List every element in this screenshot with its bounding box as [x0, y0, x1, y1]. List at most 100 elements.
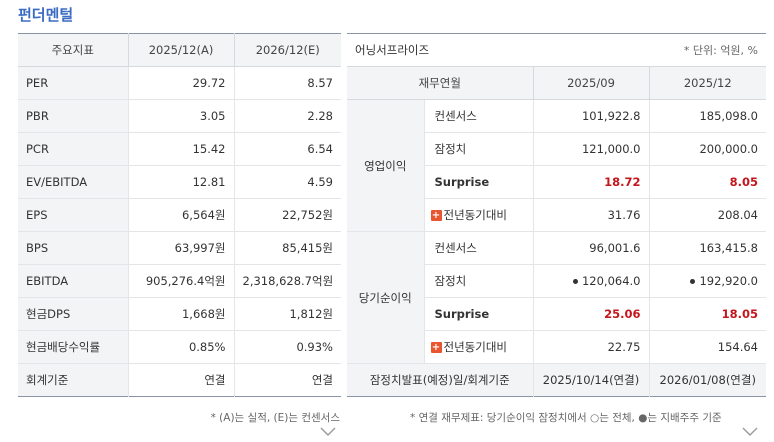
row-label: 현금DPS — [18, 297, 129, 331]
table-header-row: 재무연월 2025/09 2025/12 — [347, 66, 766, 100]
table-row: Surprise 18.72 8.05 — [347, 165, 766, 199]
table-row: 당기순이익 컨센서스 96,001.6 163,415.8 — [347, 231, 766, 364]
value-col2: 163,415.8 — [649, 231, 766, 265]
actual-value: 0.85% — [128, 330, 235, 364]
row-label: Surprise — [424, 297, 534, 331]
table-row: EV/EBITDA 12.81 4.59 — [18, 165, 341, 199]
row-label: Surprise — [424, 165, 534, 199]
table-row: PER 29.72 8.57 — [18, 66, 341, 100]
estimate-value: 0.93% — [234, 330, 341, 364]
value-col1: 31.76 — [533, 198, 650, 232]
group-label: 당기순이익 — [347, 231, 425, 364]
actual-value: 15.42 — [128, 132, 235, 166]
value-col2: 185,098.0 — [649, 99, 766, 133]
estimate-value: 6.54 — [234, 132, 341, 166]
footer-col2: 2026/01/08(연결) — [649, 363, 766, 397]
surprise-value: 18.72 — [533, 165, 650, 199]
table-row: EPS 6,564원 22,752원 — [18, 198, 341, 232]
estimate-value: 8.57 — [234, 66, 341, 100]
row-label: BPS — [18, 231, 129, 265]
plus-icon[interactable]: + — [430, 342, 442, 353]
row-label: 잠정치 — [424, 264, 534, 298]
actual-value: 29.72 — [128, 66, 235, 100]
value-col1: 121,000.0 — [533, 132, 650, 166]
actual-value: 63,997원 — [128, 231, 235, 265]
actual-value: 1,668원 — [128, 297, 235, 331]
estimate-value: 22,752원 — [234, 198, 341, 232]
footer-label: 잠정치발표(예정)일/회계기준 — [347, 363, 534, 397]
table-row: BPS 63,997원 85,415원 — [18, 231, 341, 265]
surprise-value: 8.05 — [649, 165, 766, 199]
surprise-value: 18.05 — [649, 297, 766, 331]
row-label: 컨센서스 — [424, 99, 534, 133]
table-row: PBR 3.05 2.28 — [18, 99, 341, 133]
value-col2: 200,000.0 — [649, 132, 766, 166]
value-col1: 101,922.8 — [533, 99, 650, 133]
row-label: PCR — [18, 132, 129, 166]
chevron-down-icon[interactable] — [320, 426, 336, 442]
value-col2: 208.04 — [649, 198, 766, 232]
actual-value: 6,564원 — [128, 198, 235, 232]
row-label: EBITDA — [18, 264, 129, 298]
table-row: 현금DPS 1,668원 1,812원 — [18, 297, 341, 331]
dot-icon — [572, 279, 578, 284]
fundamentals-table: 주요지표 2025/12(A) 2026/12(E) PER 29.72 8.57 … — [18, 33, 341, 397]
table-row: 잠정치 121,000.0 200,000.0 — [347, 132, 766, 166]
actual-value: 12.81 — [128, 165, 235, 199]
estimate-value: 1,812원 — [234, 297, 341, 331]
row-label: PER — [18, 66, 129, 100]
estimate-value: 연결 — [311, 373, 333, 387]
table-header-row: 주요지표 2025/12(A) 2026/12(E) — [18, 33, 341, 67]
table-caption: 어닝서프라이즈 — [355, 43, 430, 57]
header-col1: 2025/09 — [533, 66, 650, 100]
dot-icon — [690, 279, 696, 284]
table-row: + 전년동기대비 22.75 154.64 — [347, 330, 766, 364]
section-title: 펀더멘털 — [18, 6, 74, 24]
value-col1: 120,064.0 — [581, 274, 641, 288]
right-footnote: * 연결 재무제표: 당기순이익 잠정치에서 ○는 전체, ●는 지배주주 기준 — [410, 412, 722, 424]
group-label: 영업이익 — [347, 99, 425, 232]
value-col2: 192,920.0 — [699, 274, 758, 288]
table-caption-row: 어닝서프라이즈 * 단위: 억원, % — [347, 33, 766, 67]
value-col2-cell: 192,920.0 — [649, 264, 766, 298]
row-label: EPS — [18, 198, 129, 232]
left-footnote: * (A)는 실적, (E)는 컨센서스 — [210, 412, 340, 424]
row-label: 컨센서스 — [424, 231, 534, 265]
table-row: PCR 15.42 6.54 — [18, 132, 341, 166]
yoy-cell[interactable]: + 전년동기대비 — [424, 198, 534, 232]
table-row: 현금배당수익률 0.85% 0.93% — [18, 330, 341, 364]
value-col2: 154.64 — [649, 330, 766, 364]
table-row: EBITDA 905,276.4억원 2,318,628.7억원 — [18, 264, 341, 298]
table-row: 잠정치 120,064.0 192,920.0 — [347, 264, 766, 298]
actual-value: 905,276.4억원 — [128, 264, 235, 298]
actual-value: 3.05 — [128, 99, 235, 133]
unit-note: * 단위: 억원, % — [683, 44, 758, 57]
row-label: 현금배당수익률 — [18, 330, 129, 364]
row-label: 전년동기대비 — [443, 340, 507, 354]
table-row: + 전년동기대비 31.76 208.04 — [347, 198, 766, 232]
yoy-cell[interactable]: + 전년동기대비 — [424, 330, 534, 364]
estimate-value: 4.59 — [234, 165, 341, 199]
surprise-value: 25.06 — [533, 297, 650, 331]
table-footer-row: 잠정치발표(예정)일/회계기준 2025/10/14(연결) 2026/01/0… — [347, 363, 766, 397]
row-label: EV/EBITDA — [18, 165, 129, 199]
row-label: 전년동기대비 — [443, 208, 507, 222]
estimate-value: 2.28 — [234, 99, 341, 133]
estimate-value: 2,318,628.7억원 — [234, 264, 341, 298]
row-label: 회계기준 — [18, 363, 129, 397]
header-indicator: 주요지표 — [18, 33, 129, 67]
actual-value: 연결 — [128, 363, 235, 397]
header-period: 재무연월 — [347, 66, 534, 100]
value-col1-cell: 120,064.0 — [533, 264, 650, 298]
table-row: 영업이익 컨센서스 101,922.8 185,098.0 — [347, 99, 766, 232]
chevron-down-icon[interactable] — [742, 426, 758, 442]
footer-col1: 2025/10/14(연결) — [533, 363, 650, 397]
header-estimate: 2026/12(E) — [234, 33, 341, 67]
estimate-value: 85,415원 — [234, 231, 341, 265]
plus-icon[interactable]: + — [430, 210, 442, 221]
row-label: 잠정치 — [424, 132, 534, 166]
table-row: Surprise 25.06 18.05 — [347, 297, 766, 331]
earnings-surprise-table: 어닝서프라이즈 * 단위: 억원, % 재무연월 2025/09 2025/12… — [347, 33, 766, 397]
table-row: 회계기준 연결 연결 — [18, 363, 341, 397]
value-col1: 22.75 — [533, 330, 650, 364]
